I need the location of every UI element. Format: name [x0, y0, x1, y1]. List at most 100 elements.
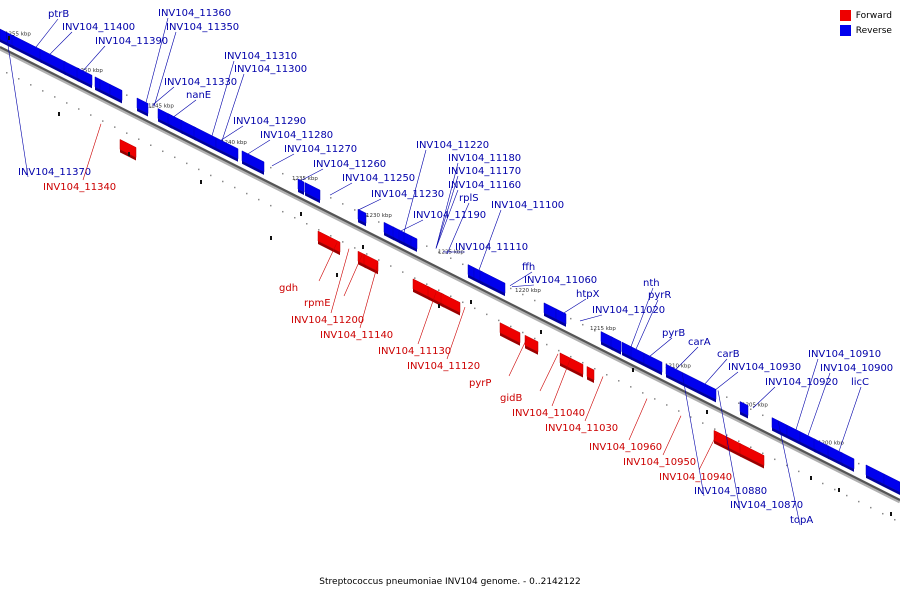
gene-label-inv104-10930: INV104_10930: [728, 362, 801, 373]
gene-label-gidb: gidB: [500, 393, 522, 404]
forward-gene-block: [440, 292, 461, 313]
guide-dot: [306, 223, 308, 225]
forward-gene-block: [363, 253, 379, 272]
guide-dot: [702, 422, 704, 424]
guide-dot: [462, 301, 464, 304]
guide-dots-0: [6, 72, 896, 521]
genome-caption: Streptococcus pneumoniae INV104 genome. …: [319, 577, 581, 587]
guide-dot: [786, 464, 788, 467]
guide-dot: [210, 174, 212, 177]
guide-dot: [258, 198, 260, 201]
reverse-swatch: [839, 25, 851, 36]
guide-dot: [726, 396, 728, 398]
reverse-gene-block-shadow: [814, 448, 829, 460]
guide-dot: [402, 271, 404, 273]
guide-dot: [438, 289, 440, 291]
guide-dot: [198, 168, 200, 171]
guide-dot: [618, 380, 620, 382]
guide-dot: [762, 414, 764, 417]
reverse-gene-block-shadow: [787, 435, 800, 445]
guide-dot: [798, 470, 800, 473]
gene-label-inv104-10950: INV104_10950: [623, 457, 696, 468]
gene-label-inv104-10960: INV104_10960: [589, 442, 662, 453]
reverse-gene-block-shadow: [631, 356, 644, 367]
gene-leader-line: [630, 287, 654, 347]
guide-dot: [654, 398, 656, 400]
scale-tick-label: 1205 kbp: [742, 402, 768, 408]
gene-blocks: [0, 28, 900, 495]
reverse-gene-block-shadow: [666, 374, 716, 403]
reverse-gene-block-shadow: [216, 147, 238, 162]
gene-label-licc: licC: [851, 377, 869, 388]
reverse-gene-block-shadow: [0, 39, 14, 50]
guide-dot: [138, 138, 140, 140]
reverse-gene-block-shadow: [399, 239, 405, 246]
gene-label-htpx: htpX: [576, 289, 600, 300]
guide-dot: [582, 361, 584, 364]
gene-leader-line: [82, 123, 102, 181]
guide-dot: [390, 265, 392, 267]
guide-dot: [858, 500, 860, 503]
guide-dot: [426, 283, 428, 285]
gene-label-inv104-11360: INV104_11360: [158, 8, 231, 19]
guide-dot: [42, 90, 44, 92]
guide-dot: [486, 313, 488, 316]
gene-label-rpls: rplS: [459, 193, 479, 204]
gene-leader-line: [153, 31, 177, 107]
gene-leader-line: [400, 219, 424, 232]
gene-leader-line: [717, 390, 741, 511]
scale-tick-label: 1230 kbp: [366, 213, 392, 219]
axis-marks: [8, 36, 892, 516]
gene-label-inv104-11140: INV104_11140: [320, 330, 393, 341]
reverse-gene-block: [643, 352, 663, 373]
reverse-gene-block: [840, 451, 855, 470]
gene-labels: ptrB INV104_11400 INV104_11390 INV104_11360…: [5, 8, 893, 526]
guide-dot: [354, 247, 356, 249]
guide-dot: [378, 259, 380, 261]
axis-mark: [470, 300, 472, 304]
reverse-gene-block-shadow: [544, 312, 556, 322]
reverse-gene-block: [479, 270, 506, 294]
scale-tick-label: 1215 kbp: [590, 326, 616, 332]
guide-dot: [882, 512, 884, 515]
scale-tick-label: 1225 kbp: [438, 249, 464, 255]
guide-dot: [114, 126, 116, 128]
forward-gene-block: [317, 230, 341, 253]
reverse-gene-block: [410, 235, 418, 250]
axis-mark: [58, 112, 60, 116]
reverse-gene-block-shadow: [110, 94, 122, 104]
guide-dot: [6, 72, 8, 74]
reverse-gene-block-shadow: [100, 89, 110, 98]
gene-leader-line: [271, 153, 295, 167]
gene-label-nane: nanE: [186, 90, 211, 101]
gene-label-ptrb: ptrB: [48, 9, 69, 20]
forward-gene-block-shadow: [525, 345, 538, 355]
reverse-gene-block-shadow: [740, 411, 748, 419]
gene-label-inv104-11190: INV104_11190: [413, 210, 486, 221]
axis-mark: [838, 488, 840, 492]
scale-tick-label: 1200 kbp: [818, 441, 844, 447]
reverse-gene-block-shadow: [194, 136, 216, 151]
guide-dot: [534, 337, 536, 340]
guide-dot: [294, 178, 296, 181]
gene-label-inv104-11170: INV104_11170: [448, 166, 521, 177]
reverse-gene-block: [883, 473, 900, 493]
guide-dot: [438, 251, 440, 253]
reverse-gene-block-shadow: [358, 219, 366, 227]
guide-dot: [246, 192, 248, 195]
reverse-gene-block: [304, 182, 321, 201]
axis-mark: [8, 36, 10, 40]
guide-dot: [510, 325, 512, 328]
forward-gene-block: [559, 352, 584, 375]
reverse-gene-block: [555, 308, 567, 325]
gene-leader-line: [343, 255, 363, 297]
guide-dot: [726, 434, 728, 436]
strand-legend: Forward Reverse: [839, 8, 892, 38]
reverse-gene-block-shadow: [181, 130, 196, 141]
reverse-gene-block-shadow: [411, 245, 417, 252]
guide-dot: [174, 156, 176, 159]
guide-dot: [774, 458, 776, 461]
gene-label-inv104-11390: INV104_11390: [95, 36, 168, 47]
gene-leader-line: [807, 372, 831, 436]
